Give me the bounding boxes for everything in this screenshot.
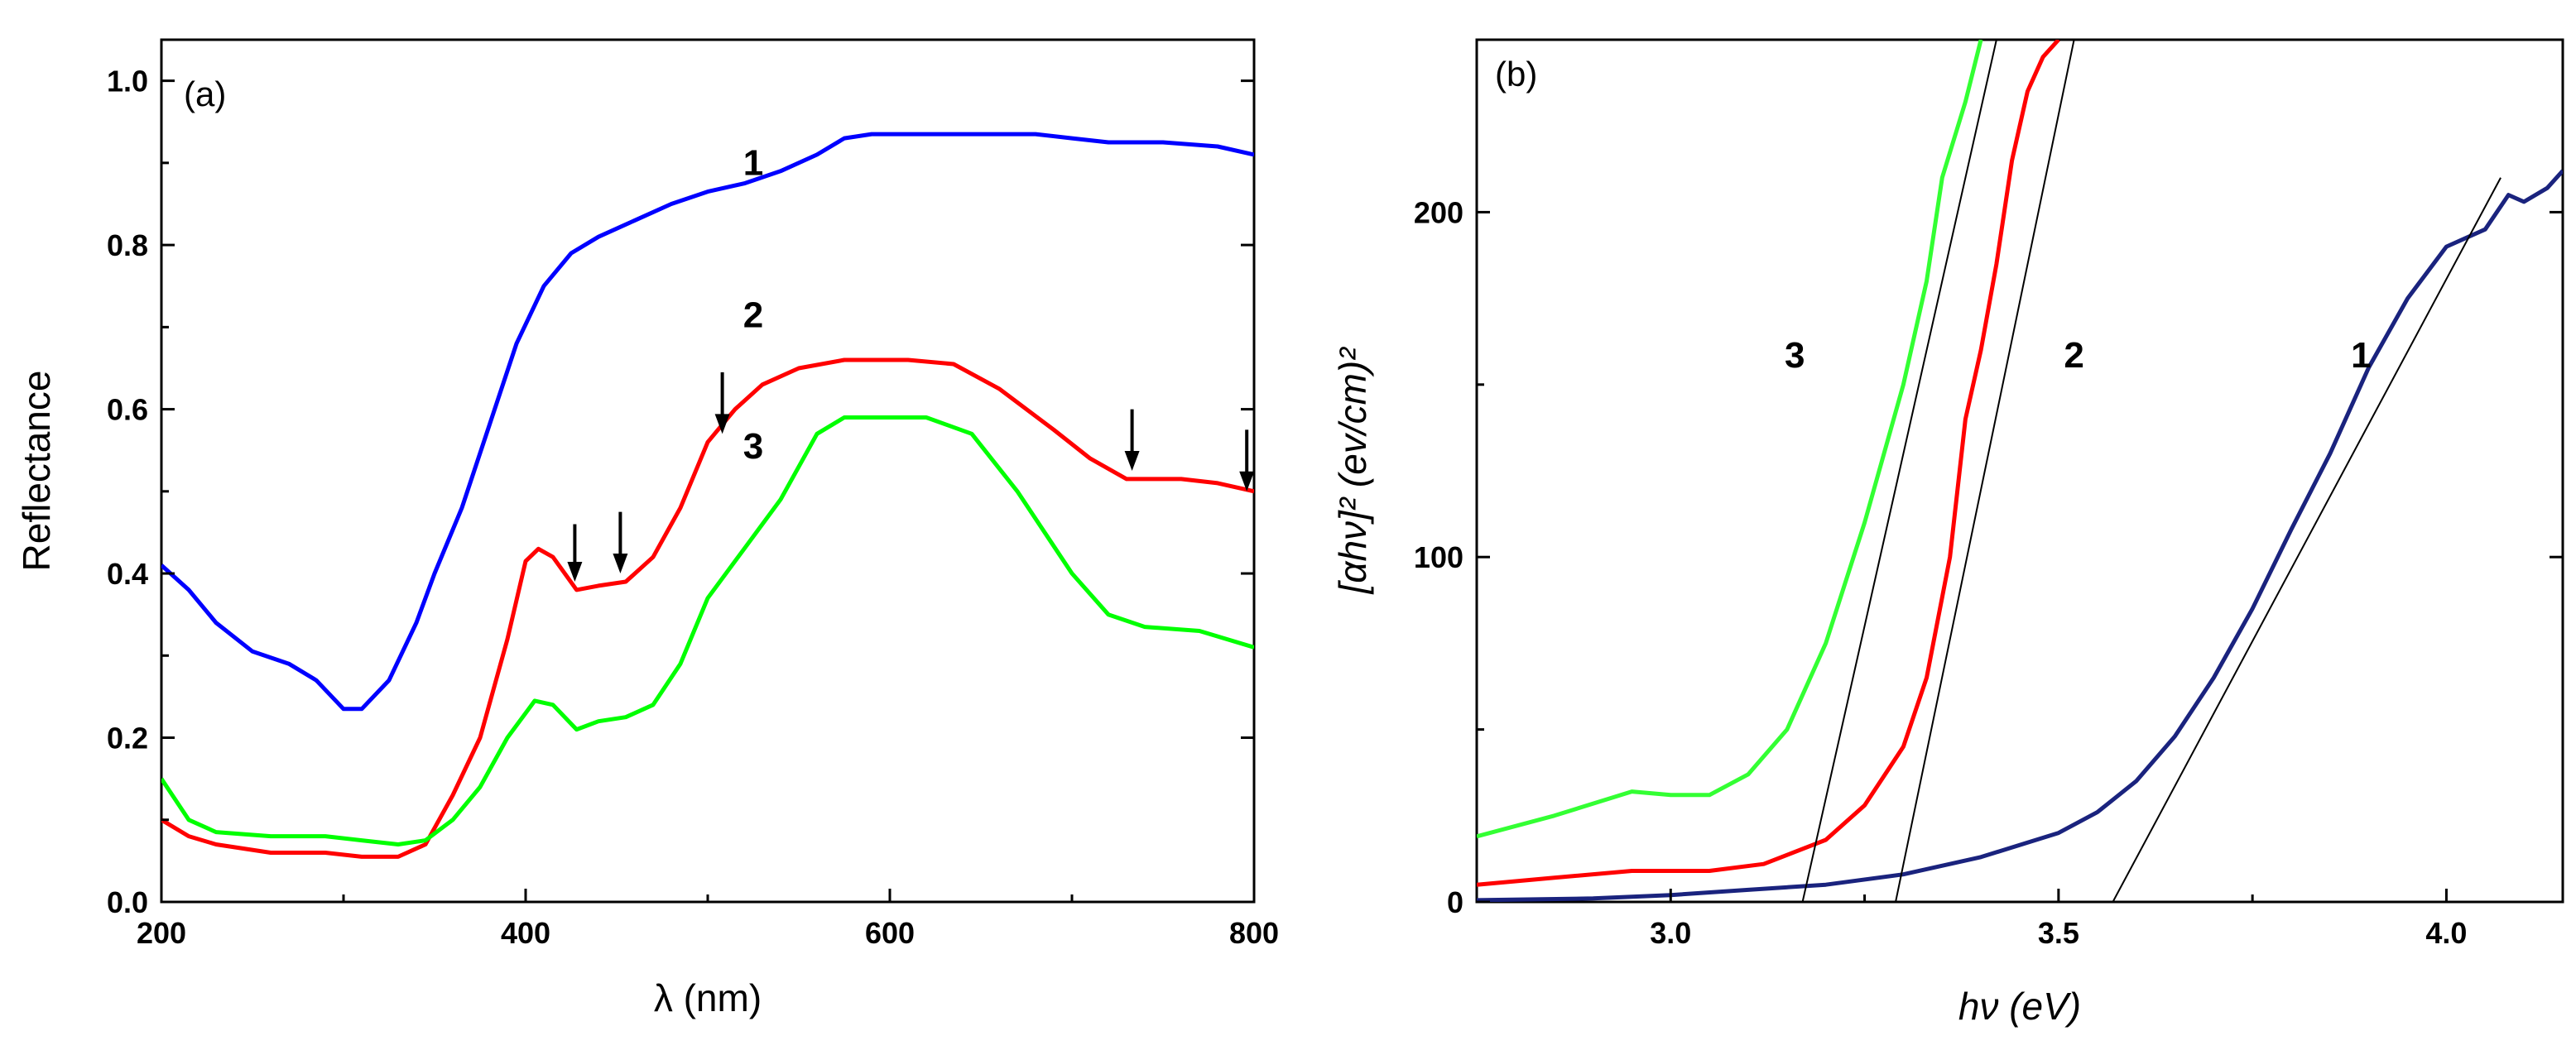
y-tick-label: 0.0 xyxy=(107,885,148,919)
panel-a-y-axis-label: Reflectance xyxy=(15,371,58,572)
y-tick-label: 0.4 xyxy=(107,557,148,591)
y-tick-label: 0 xyxy=(1447,885,1463,919)
panel-a-series-3-line xyxy=(161,415,1254,846)
arrow-annotation-1 xyxy=(567,524,583,582)
y-tick-label: 0.8 xyxy=(107,228,148,262)
panel-a-series-2-line xyxy=(161,357,1254,859)
panel-b-label: (b) xyxy=(1495,55,1537,94)
y-tick-label: 200 xyxy=(1414,195,1463,229)
panel-b-series-2-line xyxy=(1477,40,2060,887)
x-tick-label: 800 xyxy=(1229,916,1279,950)
panel-b-series-3-label: 3 xyxy=(1785,335,1805,376)
x-tick-label: 4.0 xyxy=(2425,916,2467,950)
panel-b-tauc-chart: 3.0 3.5 4.0 0 100 200 (b) hν (eV) [αhν]² (ev… xyxy=(1331,38,2564,1028)
panel-a-series-1-label: 1 xyxy=(743,143,763,184)
panel-a-reflectance-chart: 200 400 600 800 0.0 0.2 0.4 0.6 0.8 1.0 (a) λ (n… xyxy=(15,38,1279,1019)
panel-a-x-axis-label: λ (nm) xyxy=(654,976,762,1019)
panel-a-plot-frame xyxy=(160,38,1256,904)
panel-b-x-axis-label: hν (eV) xyxy=(1958,985,2081,1028)
x-tick-label: 200 xyxy=(137,916,186,950)
arrow-annotation-2 xyxy=(613,511,628,574)
arrow-annotation-3 xyxy=(714,372,730,434)
panel-b-plot-frame xyxy=(1475,38,2564,904)
panel-b-series-1-label: 1 xyxy=(2351,335,2371,376)
panel-b-y-axis-label: [αhν]² (ev/cm)² xyxy=(1331,347,1374,595)
y-tick-label: 1.0 xyxy=(107,65,148,98)
panel-b-series-2-label: 2 xyxy=(2064,335,2083,376)
x-tick-label: 400 xyxy=(501,916,550,950)
panel-b-tangent-1 xyxy=(2112,177,2502,902)
y-tick-label: 100 xyxy=(1414,540,1463,574)
panel-b-tangent-2 xyxy=(1895,40,2075,902)
panel-b-series-3-line xyxy=(1477,40,1983,839)
panel-b-series-1-line xyxy=(1477,169,2563,902)
x-tick-label: 600 xyxy=(865,916,915,950)
panel-a-series-1-line xyxy=(161,132,1254,712)
panel-b-tangent-3 xyxy=(1801,40,1997,902)
panel-a-series-2-label: 2 xyxy=(743,295,763,335)
y-tick-label: 0.2 xyxy=(107,722,148,755)
arrow-annotation-4 xyxy=(1124,409,1140,471)
x-tick-label: 3.0 xyxy=(1650,916,1691,950)
arrow-annotation-5 xyxy=(1239,429,1255,492)
y-tick-label: 0.6 xyxy=(107,393,148,427)
x-tick-label: 3.5 xyxy=(2038,916,2079,950)
panel-a-series-3-label: 3 xyxy=(743,426,763,467)
panel-a-label: (a) xyxy=(184,74,226,113)
